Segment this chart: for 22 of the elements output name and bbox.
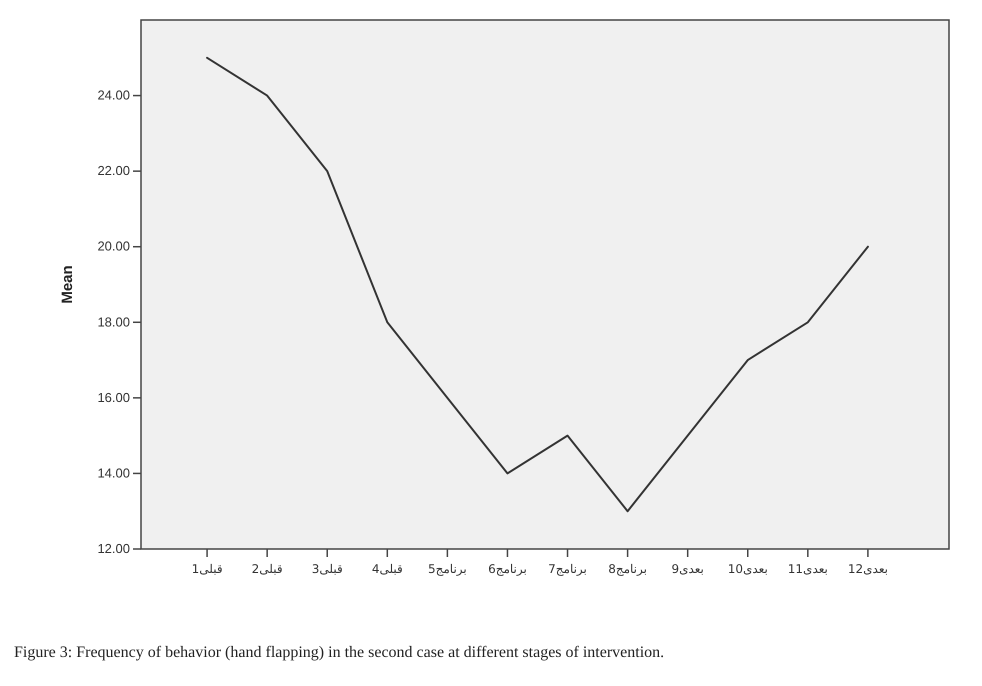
x-tick-label: بعدی9	[671, 562, 704, 576]
x-tick-label: قبلی3	[312, 562, 343, 576]
x-tick-label: برنامج6	[488, 562, 527, 576]
line-series	[206, 56, 869, 512]
x-tick-label: قبلی2	[252, 562, 283, 576]
y-tick-label: 14.00	[97, 465, 130, 480]
y-tick-label: 20.00	[97, 238, 130, 254]
x-tick-label: برنامج5	[428, 562, 467, 576]
x-tick-label: قبلی1	[192, 562, 223, 576]
y-tick-label: 12.00	[97, 541, 130, 556]
y-tick-label: 22.00	[97, 163, 130, 178]
x-tick-label: بعدی10	[728, 562, 768, 576]
y-axis-title: Mean	[59, 265, 76, 304]
caption: Figure 3: Frequency of behavior (hand flapping) in the second case at different stages of intervention.	[14, 644, 664, 661]
x-tick-label: برنامج8	[608, 562, 647, 576]
y-tick-label: 16.00	[97, 390, 130, 405]
x-tick-label: بعدی11	[788, 562, 828, 576]
y-tick-label: 24.00	[97, 88, 130, 103]
x-tick-label: برنامج7	[548, 562, 587, 576]
x-tick-label: قبلی4	[372, 562, 403, 576]
y-tick-label: 18.00	[97, 314, 130, 330]
x-tick-label: بعدی12	[848, 562, 888, 576]
